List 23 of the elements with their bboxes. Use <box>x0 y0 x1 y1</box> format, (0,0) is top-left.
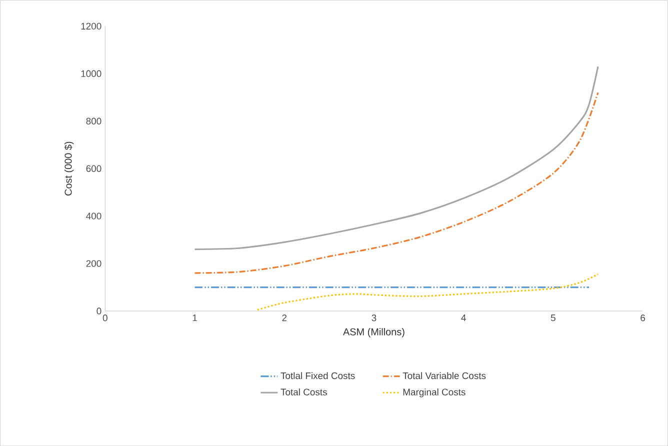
line-series <box>256 273 599 311</box>
line-series <box>194 92 599 274</box>
legend-label: Total Variable Costs <box>402 372 486 380</box>
x-tick-label: 5 <box>550 314 556 322</box>
x-tick-label: 1 <box>192 314 197 321</box>
x-axis-title: ASM (Millons) <box>343 328 404 338</box>
x-tick-label: 0 <box>102 314 108 322</box>
y-axis-title: Cost (000 $) <box>64 142 74 196</box>
y-tick-label: 0 <box>96 308 102 314</box>
x-tick-label: 3 <box>372 314 376 322</box>
y-tick-label: 1000 <box>81 70 102 77</box>
legend-label: Totlal Fixed Costs <box>280 372 355 380</box>
legend-label: Total Costs <box>280 388 327 396</box>
x-tick-label: 2 <box>282 314 287 322</box>
x-tick-label: 4 <box>461 314 466 321</box>
line-series <box>194 66 599 250</box>
x-tick-label: 6 <box>640 314 646 322</box>
y-tick-label: 200 <box>86 260 102 267</box>
y-tick-label: 800 <box>86 118 102 124</box>
legend-label: Marginal Costs <box>403 388 466 398</box>
y-tick-label: 1200 <box>81 22 102 30</box>
y-tick-label: 400 <box>86 212 102 220</box>
y-tick-label: 600 <box>86 165 102 172</box>
